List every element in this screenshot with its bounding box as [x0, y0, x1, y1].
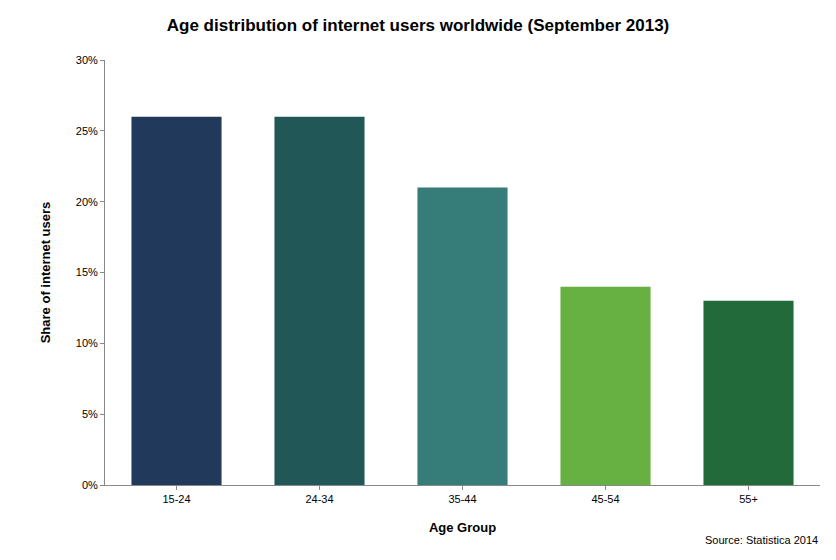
svg-text:Source: Statistica 2014: Source: Statistica 2014	[705, 534, 818, 546]
svg-text:55+: 55+	[739, 493, 758, 505]
svg-text:Age Group: Age Group	[429, 520, 496, 535]
svg-text:15-24: 15-24	[162, 493, 190, 505]
svg-text:15%: 15%	[76, 266, 98, 278]
svg-text:45-54: 45-54	[591, 493, 619, 505]
svg-text:20%: 20%	[76, 196, 98, 208]
svg-text:35-44: 35-44	[448, 493, 476, 505]
svg-text:25%: 25%	[76, 125, 98, 137]
svg-text:Age distribution of internet u: Age distribution of internet users world…	[167, 16, 670, 35]
svg-text:Share of internet users: Share of internet users	[38, 202, 53, 344]
svg-text:10%: 10%	[76, 337, 98, 349]
svg-text:0%: 0%	[82, 479, 98, 491]
svg-text:30%: 30%	[76, 54, 98, 66]
svg-text:24-34: 24-34	[305, 493, 333, 505]
svg-text:5%: 5%	[82, 408, 98, 420]
